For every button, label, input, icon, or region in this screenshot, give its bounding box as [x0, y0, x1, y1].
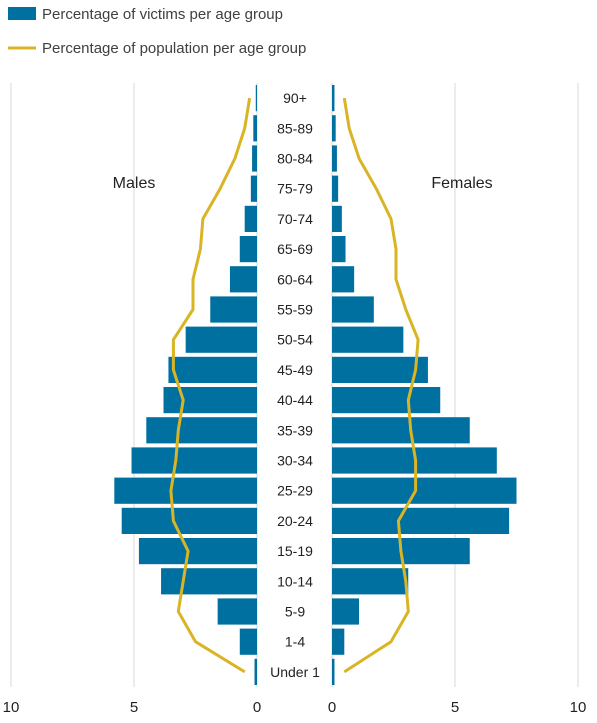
bar-male-8 — [146, 417, 257, 444]
grid-lines — [10, 83, 579, 687]
age-group-label: 15-19 — [277, 543, 313, 559]
bar-female-15 — [332, 205, 342, 232]
age-group-label: 35-39 — [277, 422, 313, 438]
age-group-label: 55-59 — [277, 302, 313, 318]
bar-male-17 — [252, 145, 257, 172]
tick-label-left-2: 0 — [253, 699, 261, 716]
bar-male-6 — [114, 477, 257, 504]
legend: Percentage of victims per age group Perc… — [8, 6, 306, 57]
age-group-label: 70-74 — [277, 211, 313, 227]
population-line-males — [169, 97, 252, 674]
bar-female-2 — [332, 598, 360, 625]
bar-female-12 — [332, 296, 374, 323]
age-group-label: 40-44 — [277, 392, 313, 408]
females-label: Females — [431, 175, 492, 192]
bar-male-13 — [229, 266, 257, 293]
bar-male-7 — [131, 447, 257, 474]
bar-female-3 — [332, 568, 409, 595]
bar-female-5 — [332, 507, 510, 534]
legend-line-label: Percentage of population per age group — [42, 40, 306, 57]
legend-bar-swatch — [8, 7, 36, 20]
age-group-label: 50-54 — [277, 332, 313, 348]
age-group-label: 5-9 — [285, 604, 305, 620]
age-group-label: 30-34 — [277, 453, 313, 469]
age-group-label: 25-29 — [277, 483, 313, 499]
bar-male-19 — [255, 85, 257, 112]
tick-label-right-0: 0 — [328, 699, 336, 716]
age-group-label: 10-14 — [277, 573, 313, 589]
tick-label-right-1: 5 — [451, 699, 459, 716]
bar-male-3 — [161, 568, 257, 595]
bar-male-14 — [239, 236, 257, 263]
tick-label-right-2: 10 — [570, 699, 587, 716]
age-group-label: Under 1 — [270, 664, 320, 680]
bar-male-9 — [163, 387, 257, 414]
males-label: Males — [113, 175, 156, 192]
age-group-labels: Under 1 1-4 5-9 10-14 15-19 20-24 25-29 30-34 35… — [270, 90, 320, 680]
bar-male-0 — [254, 658, 257, 685]
bar-male-12 — [210, 296, 257, 323]
bar-female-14 — [332, 236, 346, 263]
bar-female-8 — [332, 417, 470, 444]
bar-male-15 — [244, 205, 257, 232]
bar-female-1 — [332, 628, 345, 655]
bar-female-6 — [332, 477, 517, 504]
age-group-label: 60-64 — [277, 271, 313, 287]
bar-male-5 — [121, 507, 257, 534]
bar-male-16 — [250, 175, 257, 202]
bar-male-4 — [138, 538, 257, 565]
bar-male-11 — [185, 326, 257, 353]
bar-female-16 — [332, 175, 339, 202]
tick-label-left-1: 5 — [130, 699, 138, 716]
bar-female-18 — [332, 115, 336, 142]
bar-female-11 — [332, 326, 404, 353]
bar-female-9 — [332, 387, 441, 414]
bar-male-18 — [253, 115, 257, 142]
population-lines — [169, 97, 420, 674]
bar-male-10 — [168, 356, 257, 383]
bar-male-2 — [217, 598, 257, 625]
age-group-label: 75-79 — [277, 181, 313, 197]
age-group-label: 20-24 — [277, 513, 313, 529]
bar-female-13 — [332, 266, 355, 293]
age-group-label: 1-4 — [285, 634, 305, 650]
age-group-label: 90+ — [283, 90, 307, 106]
age-group-label: 45-49 — [277, 362, 313, 378]
age-group-label: 80-84 — [277, 151, 313, 167]
bars — [114, 85, 517, 685]
bar-female-0 — [332, 658, 335, 685]
population-line-females — [342, 97, 420, 674]
age-group-label: 85-89 — [277, 120, 313, 136]
x-axis-tick-labels: 10 5 0 0 5 10 — [3, 699, 587, 716]
bar-female-17 — [332, 145, 337, 172]
legend-bar-label: Percentage of victims per age group — [42, 6, 283, 23]
age-group-label: 65-69 — [277, 241, 313, 257]
tick-label-left-0: 10 — [3, 699, 20, 716]
bar-male-1 — [239, 628, 257, 655]
bar-female-19 — [332, 85, 335, 112]
